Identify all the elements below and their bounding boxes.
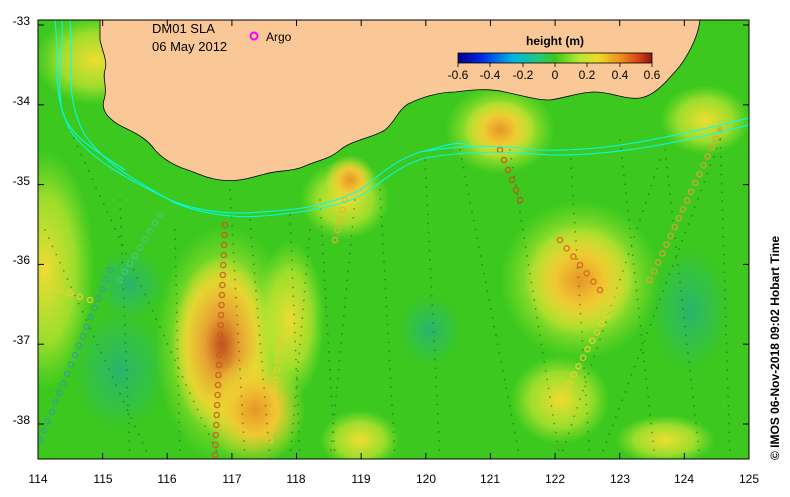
x-tick-label: 122: [545, 472, 565, 486]
x-tick-label: 119: [351, 472, 370, 486]
plot-area: [38, 20, 749, 459]
x-tick-label: 121: [480, 472, 500, 486]
x-tick-label: 118: [286, 472, 305, 486]
y-axis-labels: -33 -34 -35 -36 -37 -38: [13, 14, 31, 427]
isobath-contours: [54, 20, 749, 218]
x-axis-labels: 114 115 116 117 118 119 120 121 122 123 …: [28, 472, 759, 486]
x-tick-label: 117: [222, 472, 241, 486]
track-markers: [38, 126, 724, 459]
y-tick-label: -37: [13, 333, 31, 347]
argo-label: Argo: [266, 30, 292, 44]
satellite-tracks: [44, 129, 731, 459]
axes: [37, 20, 750, 459]
x-tick-label: 115: [93, 472, 112, 486]
colorbar-tick: -0.6: [448, 68, 469, 82]
map-title: DM01 SLA: [152, 21, 215, 36]
y-tick-label: -34: [13, 94, 31, 108]
colorbar-tick: 0.2: [579, 68, 596, 82]
x-tick-label: 123: [610, 472, 630, 486]
colorbar-title: height (m): [526, 34, 584, 48]
y-tick-label: -38: [13, 413, 31, 427]
y-tick-label: -33: [13, 14, 31, 28]
argo-legend: Argo: [249, 30, 292, 44]
credit-text: © IMOS 06-Nov-2018 09:02 Hobart Time: [768, 236, 782, 460]
colorbar: height (m) -0.6 -0.4 -0.2 0 0.2 0.4 0.6: [448, 34, 661, 82]
x-tick-label: 114: [28, 472, 47, 486]
colorbar-tick: 0.6: [644, 68, 661, 82]
plot-frame: [37, 19, 750, 460]
x-tick-label: 124: [674, 472, 694, 486]
colorbar-scale: [457, 52, 653, 64]
colorbar-tick: 0: [552, 68, 559, 82]
x-tick-label: 125: [739, 472, 759, 486]
y-tick-label: -35: [13, 174, 31, 188]
colorbar-tick: -0.2: [513, 68, 534, 82]
argo-marker-icon: [249, 31, 259, 41]
colorbar-tick: 0.4: [612, 68, 629, 82]
map-date: 06 May 2012: [152, 39, 227, 54]
x-tick-label: 116: [157, 472, 176, 486]
colorbar-tick: -0.4: [480, 68, 501, 82]
y-tick-label: -36: [13, 253, 31, 267]
x-tick-label: 120: [416, 472, 436, 486]
